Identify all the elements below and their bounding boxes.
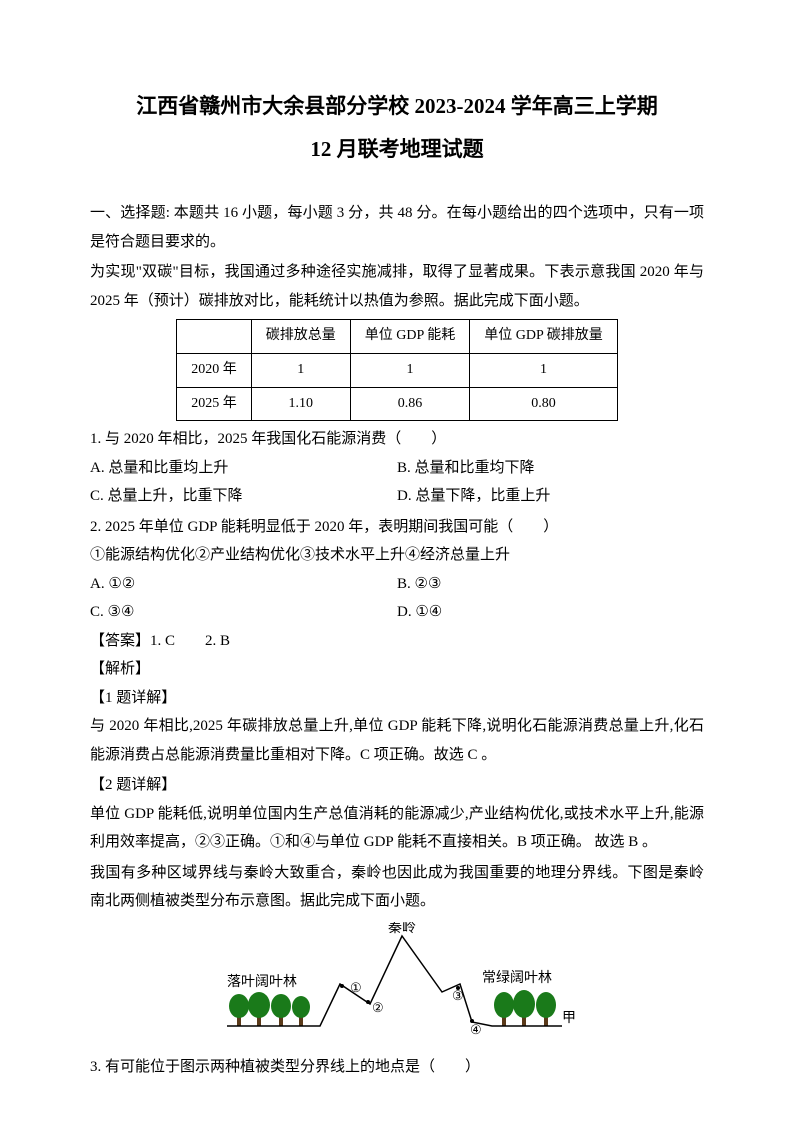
option-a: A. ①② [90, 570, 397, 599]
explanation-2-title: 【2 题详解】 [90, 771, 704, 800]
option-b: B. ②③ [397, 570, 704, 599]
table-row: 碳排放总量 单位 GDP 能耗 单位 GDP 碳排放量 [177, 320, 618, 354]
peak-label: 秦岭 [388, 922, 416, 936]
left-vegetation-label: 落叶阔叶林 [227, 974, 297, 990]
explanation-2-body: 单位 GDP 能耗低,说明单位国内生产总值消耗的能源减少,产业结构优化,或技术水… [90, 800, 704, 857]
option-d: D. ①④ [397, 598, 704, 627]
table-row: 2020 年 1 1 1 [177, 354, 618, 388]
jia-label: 甲 [562, 1011, 576, 1026]
explanation-1-title: 【1 题详解】 [90, 684, 704, 713]
explanation-1-body: 与 2020 年相比,2025 年碳排放总量上升,单位 GDP 能耗下降,说明化… [90, 712, 704, 769]
table-cell: 0.80 [470, 387, 618, 421]
question-1-stem: 1. 与 2020 年相比，2025 年我国化石能源消费（ ） [90, 425, 704, 454]
evergreen-trees-icon [494, 990, 556, 1026]
table-cell: 1 [350, 354, 470, 388]
question-3-stem: 3. 有可能位于图示两种植被类型分界线上的地点是（ ） [90, 1053, 704, 1082]
marker-3: ③ [452, 988, 464, 1003]
deciduous-trees-icon [229, 992, 310, 1026]
page-title: 江西省赣州市大余县部分学校 2023-2024 学年高三上学期 [90, 90, 704, 124]
table-cell: 0.86 [350, 387, 470, 421]
table-row: 2025 年 1.10 0.86 0.80 [177, 387, 618, 421]
analysis-label: 【解析】 [90, 655, 704, 684]
data-table: 碳排放总量 单位 GDP 能耗 单位 GDP 碳排放量 2020 年 1 1 1… [176, 319, 618, 421]
section-description: 一、选择题: 本题共 16 小题，每小题 3 分，共 48 分。在每小题给出的四… [90, 199, 704, 256]
context-paragraph-2: 我国有多种区域界线与秦岭大致重合，秦岭也因此成为我国重要的地理分界线。下图是秦岭… [90, 859, 704, 916]
table-cell: 1 [470, 354, 618, 388]
table-cell: 碳排放总量 [251, 320, 350, 354]
marker-2: ② [372, 1000, 384, 1015]
mountain-diagram-svg: 秦岭 落叶阔叶林 常绿阔叶林 ① ② ③ ④ 甲 [202, 922, 592, 1037]
context-paragraph-1: 为实现"双碳"目标，我国通过多种途径实施减排，取得了显著成果。下表示意我国 20… [90, 258, 704, 315]
table-cell: 2020 年 [177, 354, 252, 388]
table-cell: 单位 GDP 能耗 [350, 320, 470, 354]
table-cell: 2025 年 [177, 387, 252, 421]
qinling-figure: 秦岭 落叶阔叶林 常绿阔叶林 ① ② ③ ④ 甲 [90, 922, 704, 1048]
table-cell [177, 320, 252, 354]
table-cell: 单位 GDP 碳排放量 [470, 320, 618, 354]
table-cell: 1 [251, 354, 350, 388]
option-c: C. ③④ [90, 598, 397, 627]
question-2-stem: 2. 2025 年单位 GDP 能耗明显低于 2020 年，表明期间我国可能（ … [90, 513, 704, 542]
answer-line: 【答案】1. C 2. B [90, 627, 704, 656]
right-vegetation-label: 常绿阔叶林 [482, 970, 552, 986]
option-b: B. 总量和比重均下降 [397, 454, 704, 483]
table-cell: 1.10 [251, 387, 350, 421]
option-d: D. 总量下降，比重上升 [397, 482, 704, 511]
option-c: C. 总量上升，比重下降 [90, 482, 397, 511]
marker-4: ④ [470, 1022, 482, 1037]
marker-1: ① [350, 980, 362, 995]
option-a: A. 总量和比重均上升 [90, 454, 397, 483]
question-2-items: ①能源结构优化②产业结构优化③技术水平上升④经济总量上升 [90, 541, 704, 570]
page-subtitle: 12 月联考地理试题 [90, 130, 704, 170]
